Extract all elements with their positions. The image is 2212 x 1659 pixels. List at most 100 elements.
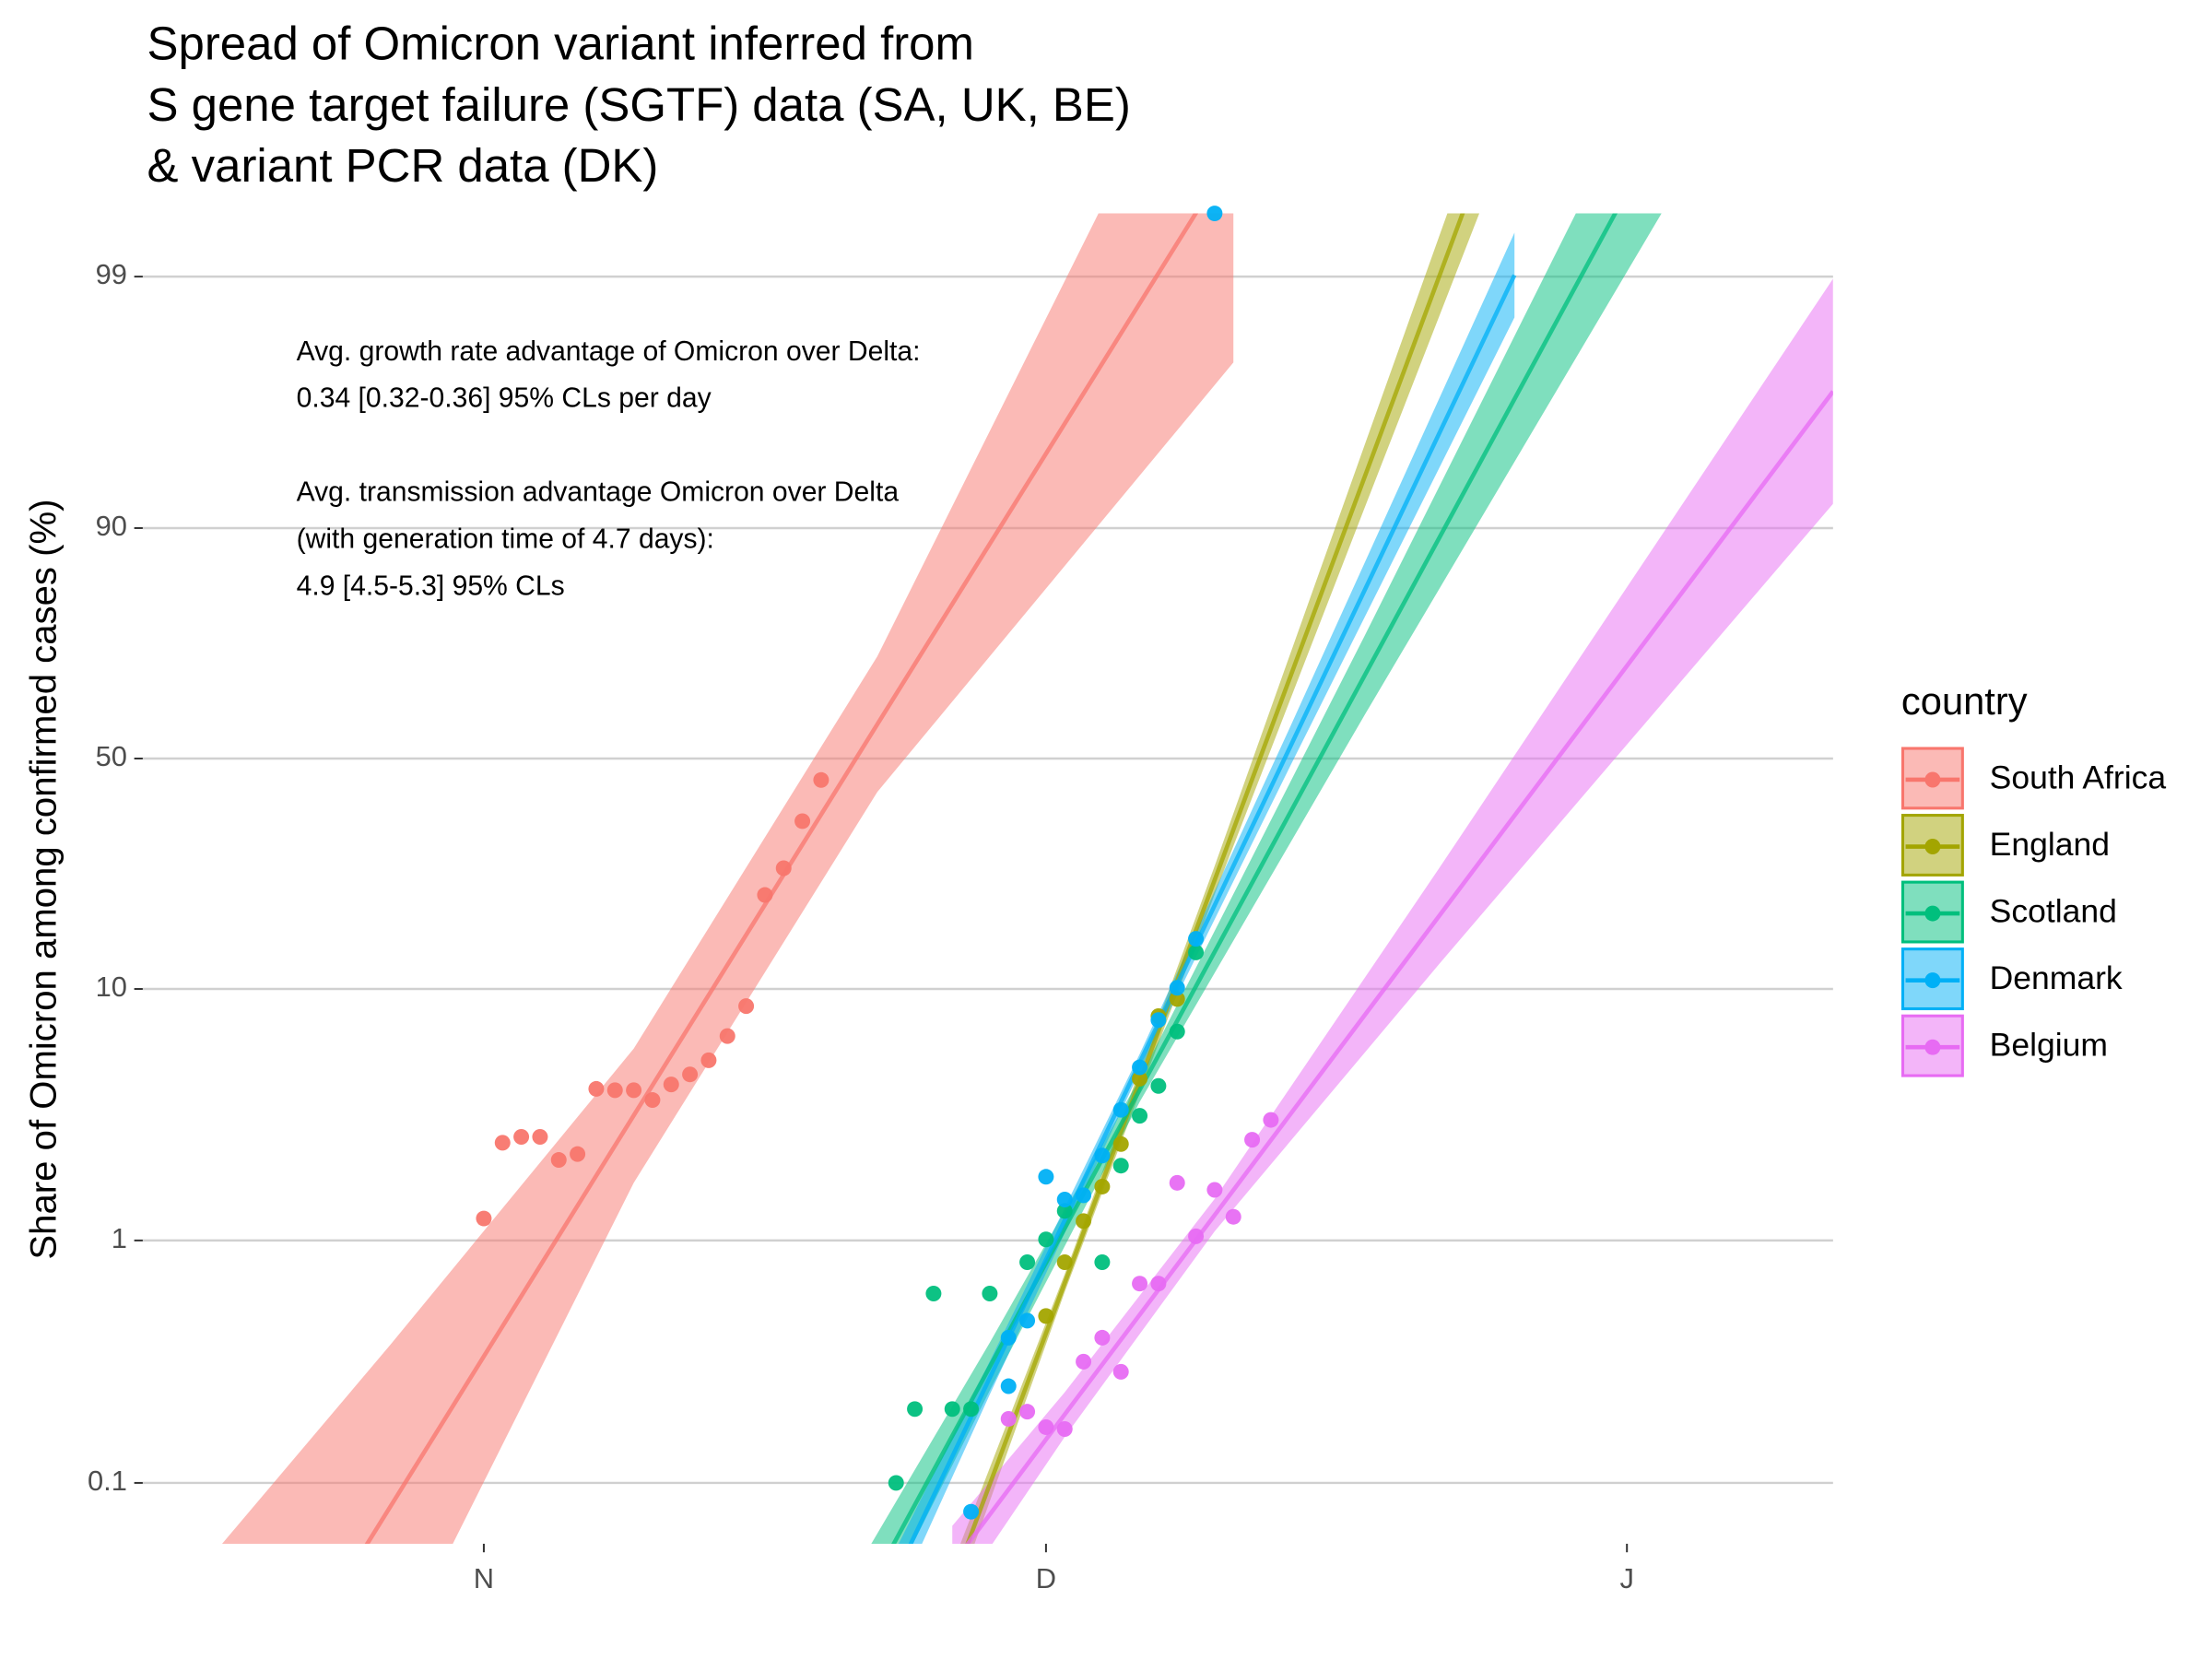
y-tick-label: 90 bbox=[96, 510, 127, 542]
data-point bbox=[1188, 944, 1205, 960]
data-point bbox=[1019, 1404, 1036, 1420]
y-tick-label: 0.1 bbox=[88, 1465, 127, 1497]
x-tick-label: D bbox=[1036, 1562, 1056, 1594]
data-point bbox=[1132, 1108, 1148, 1124]
data-point bbox=[570, 1146, 586, 1162]
data-point bbox=[1188, 1228, 1205, 1244]
data-point bbox=[925, 1286, 942, 1302]
fit-line bbox=[965, 390, 1833, 1544]
data-point bbox=[813, 771, 830, 788]
data-point bbox=[775, 860, 792, 877]
confidence-band bbox=[222, 213, 1234, 1544]
data-point bbox=[606, 1082, 623, 1099]
data-point bbox=[1056, 1192, 1073, 1207]
data-point bbox=[1112, 1101, 1129, 1118]
data-point bbox=[1000, 1378, 1017, 1394]
data-point bbox=[1206, 1182, 1223, 1198]
legend-label: England bbox=[1990, 826, 2110, 863]
data-point bbox=[1112, 1135, 1129, 1152]
data-point bbox=[1169, 991, 1185, 1007]
y-tick-label: 50 bbox=[96, 740, 127, 772]
legend-dot bbox=[1924, 1039, 1941, 1055]
data-point bbox=[626, 1082, 642, 1099]
chart-title: & variant PCR data (DK) bbox=[147, 139, 659, 192]
data-point bbox=[1038, 1231, 1054, 1248]
data-point bbox=[1112, 1158, 1129, 1174]
data-point bbox=[1038, 1169, 1054, 1185]
data-point bbox=[1038, 1308, 1054, 1324]
data-point bbox=[757, 887, 773, 903]
data-point bbox=[1076, 1353, 1092, 1370]
data-point bbox=[1150, 1276, 1167, 1292]
data-point bbox=[1038, 1418, 1054, 1435]
annotation: 0.34 [0.32-0.36] 95% CLs per day bbox=[297, 383, 712, 414]
data-point bbox=[1056, 1421, 1073, 1437]
legend-label: South Africa bbox=[1990, 759, 2167, 795]
y-tick-label: 10 bbox=[96, 971, 127, 1003]
chart-title: S gene target failure (SGTF) data (SA, U… bbox=[147, 78, 1131, 131]
annotation: 4.9 [4.5-5.3] 95% CLs bbox=[297, 571, 565, 602]
data-point bbox=[1112, 1363, 1129, 1380]
data-point bbox=[1094, 1329, 1111, 1346]
legend-label: Belgium bbox=[1990, 1027, 2108, 1064]
data-point bbox=[982, 1286, 998, 1302]
data-point bbox=[1169, 1023, 1185, 1040]
data-point bbox=[494, 1135, 511, 1151]
chart-title: Spread of Omicron variant inferred from bbox=[147, 17, 974, 69]
data-point bbox=[550, 1152, 567, 1169]
data-point bbox=[1150, 1012, 1167, 1029]
data-point bbox=[1169, 980, 1185, 996]
data-point bbox=[1188, 931, 1205, 947]
data-point bbox=[1076, 1213, 1092, 1230]
data-point bbox=[719, 1028, 735, 1044]
data-point bbox=[1019, 1312, 1036, 1329]
data-point bbox=[794, 813, 811, 830]
legend-label: Denmark bbox=[1990, 959, 2123, 996]
legend-label: Scotland bbox=[1990, 892, 2117, 929]
x-tick-label: N bbox=[474, 1562, 494, 1594]
legend-title: country bbox=[1901, 679, 2028, 723]
data-point bbox=[1169, 1174, 1185, 1191]
data-point bbox=[1094, 1178, 1111, 1194]
data-point bbox=[700, 1052, 717, 1068]
data-point bbox=[1132, 1059, 1148, 1076]
data-point bbox=[738, 998, 755, 1015]
data-point bbox=[532, 1129, 548, 1146]
data-point bbox=[1206, 206, 1223, 222]
axes: 0.1 1 10 50 90 99 N D J bbox=[88, 258, 1634, 1594]
data-point bbox=[644, 1092, 661, 1109]
data-point bbox=[1094, 1254, 1111, 1271]
y-axis-label: Share of Omicron among confirmed cases (… bbox=[23, 499, 65, 1259]
data-point bbox=[1244, 1132, 1261, 1148]
data-point bbox=[944, 1401, 960, 1418]
legend-dot bbox=[1924, 839, 1941, 855]
data-point bbox=[588, 1080, 605, 1097]
annotation: (with generation time of 4.7 days): bbox=[297, 524, 714, 555]
data-point bbox=[888, 1475, 904, 1491]
legend-dot bbox=[1924, 972, 1941, 989]
data-point bbox=[513, 1129, 530, 1146]
y-tick-label: 99 bbox=[96, 258, 127, 290]
data-point bbox=[476, 1210, 492, 1227]
y-tick-label: 1 bbox=[112, 1222, 127, 1254]
fit-line bbox=[364, 213, 1199, 1544]
data-point bbox=[1000, 1329, 1017, 1346]
data-point bbox=[1132, 1276, 1148, 1292]
data-point bbox=[963, 1503, 980, 1520]
data-point bbox=[1000, 1410, 1017, 1427]
data-point bbox=[963, 1401, 980, 1418]
fit-lines bbox=[364, 213, 1833, 1544]
x-tick-label: J bbox=[1619, 1562, 1633, 1594]
data-point bbox=[682, 1066, 699, 1083]
data-point bbox=[1263, 1112, 1279, 1128]
data-point bbox=[1019, 1254, 1036, 1271]
data-point bbox=[1150, 1077, 1167, 1094]
data-point bbox=[663, 1077, 679, 1093]
annotation: Avg. transmission advantage Omicron over… bbox=[297, 477, 900, 508]
fit-line bbox=[891, 213, 1618, 1544]
data-point bbox=[1094, 1147, 1111, 1164]
legend-dot bbox=[1924, 771, 1941, 788]
legend-dot bbox=[1924, 905, 1941, 922]
points bbox=[476, 206, 1279, 1520]
